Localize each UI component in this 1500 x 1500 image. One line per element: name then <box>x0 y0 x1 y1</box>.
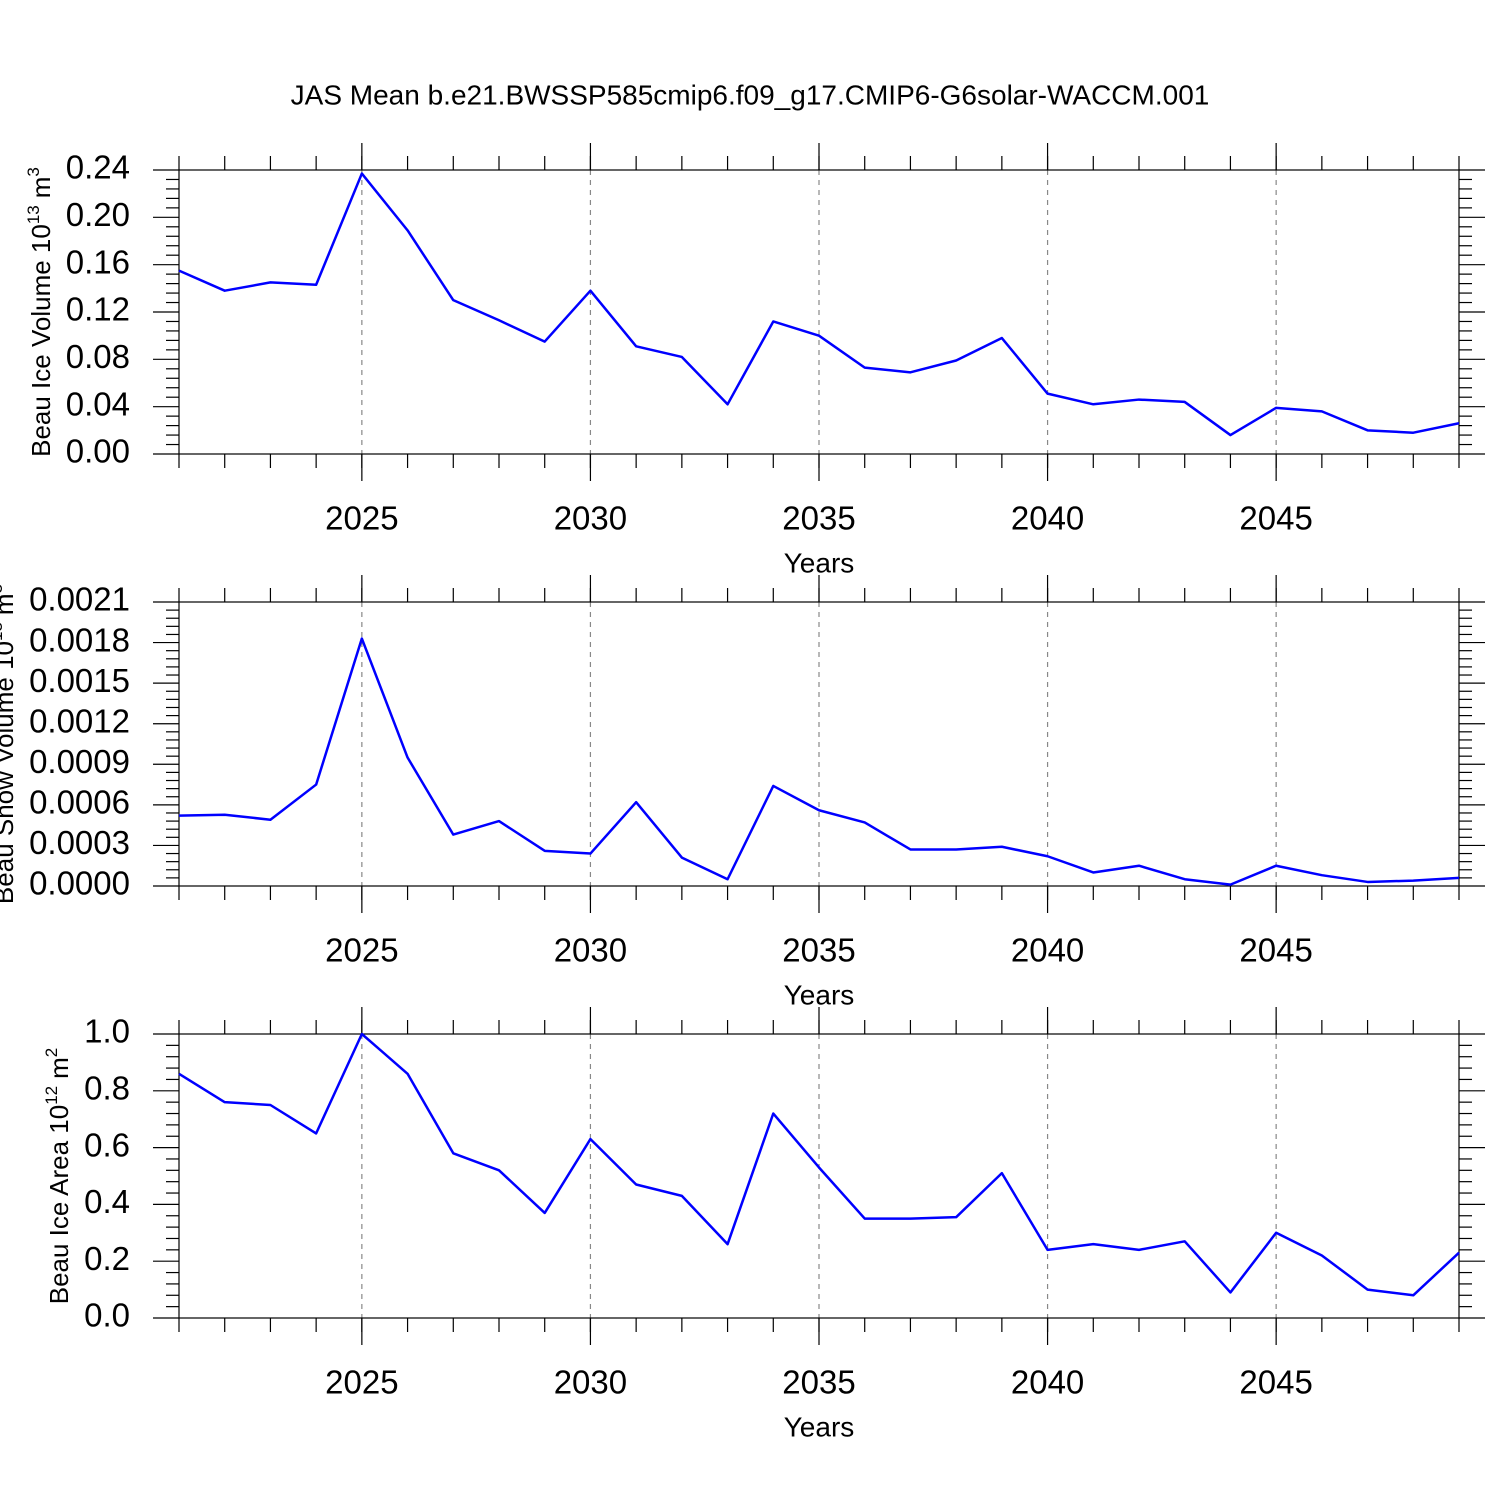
y-axis-label-exponent: 13 <box>24 205 43 224</box>
x-axis-label: Years <box>784 1411 855 1442</box>
y-tick-label: 0.0018 <box>29 621 130 658</box>
y-tick-label: 0.08 <box>66 338 130 375</box>
y-axis-label: Beau Ice Volume 1013 m3 <box>24 167 56 457</box>
x-tick-label: 2045 <box>1239 500 1312 537</box>
y-tick-label: 0.04 <box>66 385 130 422</box>
plot-frame <box>178 601 1460 887</box>
y-axis-label-part: Beau Snow Volume 10 <box>0 641 19 904</box>
x-tick-label: 2035 <box>782 500 855 537</box>
x-tick-label: 2030 <box>554 500 627 537</box>
y-tick-label: 0.16 <box>66 243 130 280</box>
y-tick-label: 0.4 <box>84 1183 130 1220</box>
y-axis-label-part: m <box>0 593 19 615</box>
y-tick-label: 0.0009 <box>29 743 130 780</box>
y-tick-label: 0.12 <box>66 291 130 328</box>
x-axis-label: Years <box>784 979 855 1010</box>
y-axis-label-exponent: 3 <box>24 167 43 176</box>
y-tick-label: 0.00 <box>66 433 130 470</box>
y-axis-label: Beau Ice Area 1012 m2 <box>42 1048 74 1305</box>
y-tick-label: 0.0012 <box>29 702 130 739</box>
x-axis-label: Years <box>784 547 855 578</box>
y-tick-label: 0.0006 <box>29 784 130 821</box>
data-line <box>178 172 1460 437</box>
x-tick-label: 2025 <box>325 1364 398 1401</box>
y-tick-label: 0.8 <box>84 1070 130 1107</box>
x-tick-label: 2025 <box>325 500 398 537</box>
y-axis-label-part: Beau Ice Area 10 <box>44 1105 74 1304</box>
y-tick-label: 0.0000 <box>29 865 130 902</box>
y-axis-label-part: Beau Ice Volume 10 <box>26 224 56 457</box>
plot-frame <box>178 169 1460 455</box>
plot-frame <box>178 1033 1460 1319</box>
y-axis-label-exponent: 2 <box>42 1048 61 1057</box>
y-tick-label: 0.0003 <box>29 824 130 861</box>
y-tick-label: 0.6 <box>84 1126 130 1163</box>
panel: 2025 2030 2035 2040 2045 Years 0.0 0.2 0.4 0.6 0.8… <box>42 1007 1485 1442</box>
y-axis-label-part: m <box>26 177 56 199</box>
x-tick-label: 2030 <box>554 932 627 969</box>
data-line <box>178 637 1460 886</box>
x-tick-label: 2040 <box>1011 500 1084 537</box>
panel: 2025 2030 2035 2040 2045Years0.00000.00030.0… <box>0 575 1485 1010</box>
x-tick-label: 2045 <box>1239 1364 1312 1401</box>
x-tick-label: 2030 <box>554 1364 627 1401</box>
x-tick-label: 2025 <box>325 932 398 969</box>
y-tick-label: 1.0 <box>84 1013 130 1050</box>
y-axis-label-exponent: 3 <box>0 584 6 593</box>
data-line <box>178 1032 1460 1297</box>
y-tick-label: 0.0021 <box>29 581 130 618</box>
y-axis-label-part: m <box>44 1057 74 1079</box>
y-tick-label: 0.20 <box>66 196 130 233</box>
figure-title: JAS Mean b.e21.BWSSP585cmip6.f09_g17.CMI… <box>291 79 1210 110</box>
x-tick-label: 2035 <box>782 1364 855 1401</box>
y-axis-label: Beau Snow Volume 1013 m3 <box>0 584 19 904</box>
y-tick-label: 0.2 <box>84 1240 130 1277</box>
x-tick-label: 2045 <box>1239 932 1312 969</box>
y-axis-label-exponent: 12 <box>42 1086 61 1105</box>
x-tick-label: 2040 <box>1011 1364 1084 1401</box>
x-tick-label: 2035 <box>782 932 855 969</box>
panel: 2025 2030 2035 2040 2045 Years 0.00 0.04 0.08 0.1… <box>24 143 1485 578</box>
y-tick-label: 0.24 <box>66 149 130 186</box>
y-axis-label-exponent: 13 <box>0 622 6 641</box>
y-tick-label: 0.0 <box>84 1297 130 1334</box>
y-tick-label: 0.0015 <box>29 662 130 699</box>
x-tick-label: 2040 <box>1011 932 1084 969</box>
